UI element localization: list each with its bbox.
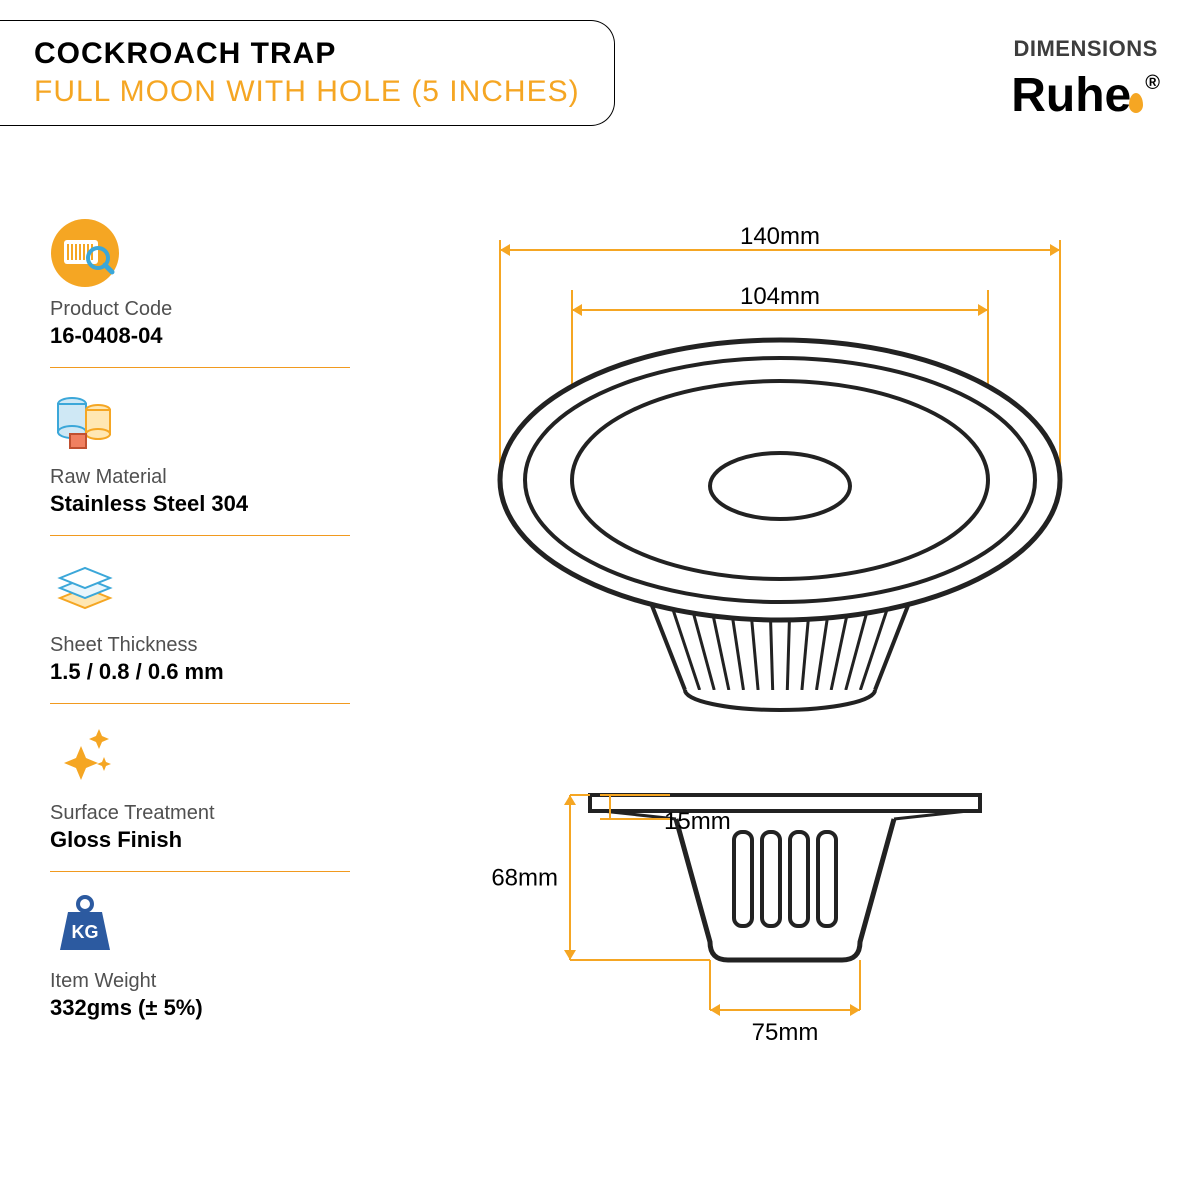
svg-text:104mm: 104mm	[740, 283, 820, 310]
title-block: COCKROACH TRAP FULL MOON WITH HOLE (5 IN…	[0, 20, 615, 126]
barcode-icon	[50, 218, 120, 288]
specs-list: Product Code 16-0408-04 Raw Material Sta…	[50, 200, 350, 1039]
svg-text:140mm: 140mm	[740, 223, 820, 250]
sparkle-icon	[50, 722, 120, 792]
svg-text:KG: KG	[72, 922, 99, 942]
svg-text:68mm: 68mm	[491, 865, 558, 892]
spec-label: Surface Treatment	[50, 802, 350, 825]
technical-diagram: 140mm 104mm 15mm 68mm 75mm	[420, 220, 1160, 1160]
brand-logo: Ruhe ®	[1011, 68, 1160, 123]
spec-value: 1.5 / 0.8 / 0.6 mm	[50, 659, 350, 685]
spec-value: Gloss Finish	[50, 827, 350, 853]
spec-value: 16-0408-04	[50, 323, 350, 349]
svg-text:15mm: 15mm	[664, 808, 731, 835]
brand-name: Ruhe	[1011, 69, 1131, 122]
spec-item-weight: KG Item Weight 332gms (± 5%)	[50, 872, 350, 1039]
spec-value: 332gms (± 5%)	[50, 995, 350, 1021]
spec-value: Stainless Steel 304	[50, 491, 350, 517]
title-line-2: FULL MOON WITH HOLE (5 INCHES)	[34, 75, 580, 109]
dimensions-label: DIMENSIONS	[1011, 36, 1160, 62]
spec-raw-material: Raw Material Stainless Steel 304	[50, 368, 350, 536]
spec-product-code: Product Code 16-0408-04	[50, 200, 350, 368]
dimensions-brand-block: DIMENSIONS Ruhe ®	[1011, 36, 1160, 123]
brand-registered: ®	[1145, 72, 1160, 94]
spec-label: Sheet Thickness	[50, 634, 350, 657]
spec-label: Raw Material	[50, 466, 350, 489]
sheets-icon	[50, 554, 120, 624]
spec-label: Item Weight	[50, 970, 350, 993]
barrels-icon	[50, 386, 120, 456]
drop-icon	[1129, 93, 1143, 113]
weight-icon: KG	[50, 890, 120, 960]
spec-label: Product Code	[50, 298, 350, 321]
title-line-1: COCKROACH TRAP	[34, 37, 580, 71]
spec-surface-treatment: Surface Treatment Gloss Finish	[50, 704, 350, 872]
svg-text:75mm: 75mm	[752, 1019, 819, 1046]
spec-sheet-thickness: Sheet Thickness 1.5 / 0.8 / 0.6 mm	[50, 536, 350, 704]
